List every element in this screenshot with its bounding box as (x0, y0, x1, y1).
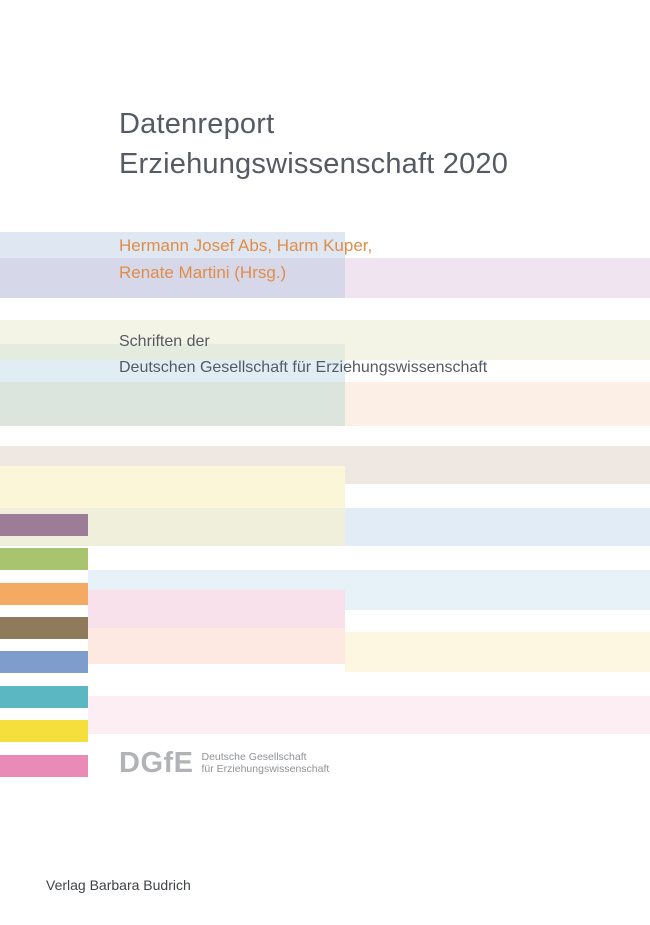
swatch-orange (0, 583, 88, 605)
band-blue-left (0, 232, 345, 260)
editors-line1: Hermann Josef Abs, Harm Kuper, (119, 236, 373, 255)
editors-line2: Renate Martini (Hrsg.) (119, 263, 287, 282)
book-title-line2: Erziehungswissenschaft 2020 (119, 148, 509, 180)
book-title: Datenreport Erziehungswissenschaft 2020 (119, 104, 508, 184)
band-mint-left (0, 344, 345, 360)
series-line2: Deutschen Gesellschaft für Erziehungswis… (119, 359, 488, 376)
editors: Hermann Josef Abs, Harm Kuper, Renate Ma… (119, 232, 372, 286)
swatch-green (0, 548, 88, 570)
band-lavender-left (0, 258, 345, 298)
swatch-pink (0, 755, 88, 777)
band-paleyellow-left (0, 466, 345, 508)
dgfe-logo: DGfE Deutsche Gesellschaft für Erziehung… (119, 748, 329, 778)
swatch-yellow (0, 720, 88, 742)
dgfe-logo-text: Deutsche Gesellschaft für Erziehungswiss… (202, 751, 330, 775)
series-line1: Schriften der (119, 333, 210, 350)
band-peach-right (345, 382, 650, 426)
book-title-line1: Datenreport (119, 108, 275, 140)
band-lavender-right (345, 258, 650, 298)
swatch-blue (0, 651, 88, 673)
band-skyblue-right (345, 508, 650, 546)
band-salmon-mid (88, 628, 345, 664)
swatch-teal (0, 686, 88, 708)
dgfe-logo-line2: für Erziehungswissenschaft (201, 763, 330, 775)
band-pink-mid (88, 590, 345, 628)
publisher-name: Verlag Barbara Budrich (46, 877, 191, 893)
swatch-purple (0, 514, 88, 536)
series-title: Schriften der Deutschen Gesellschaft für… (119, 329, 487, 381)
band-cream-right (345, 632, 650, 672)
dgfe-logo-line1: Deutsche Gesellschaft (201, 751, 307, 763)
band-pink-bottom (88, 696, 650, 734)
band-sage-left (0, 382, 345, 426)
swatch-brown (0, 617, 88, 639)
band-lightblue-left (0, 360, 345, 382)
dgfe-logo-mark: DGfE (119, 747, 194, 779)
